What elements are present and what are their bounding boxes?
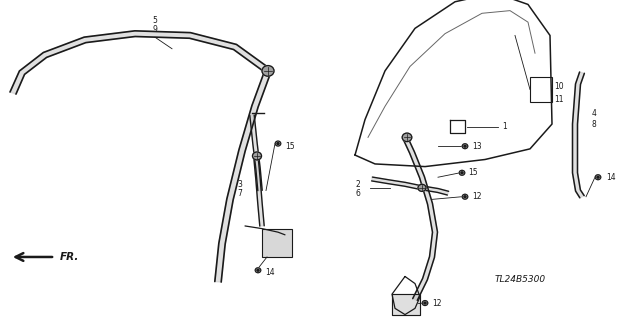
- Circle shape: [402, 133, 412, 142]
- Circle shape: [424, 302, 426, 304]
- Polygon shape: [573, 72, 584, 198]
- Circle shape: [253, 152, 262, 160]
- Circle shape: [595, 175, 601, 180]
- Circle shape: [255, 268, 261, 273]
- Bar: [262, 229, 292, 257]
- Circle shape: [464, 145, 466, 147]
- Circle shape: [262, 66, 274, 76]
- Circle shape: [462, 144, 468, 149]
- Circle shape: [277, 143, 279, 145]
- Text: 9: 9: [152, 25, 157, 34]
- Text: 6: 6: [355, 189, 360, 198]
- Polygon shape: [250, 115, 262, 191]
- Text: 11: 11: [554, 95, 563, 104]
- Circle shape: [275, 141, 281, 146]
- Text: 14: 14: [606, 173, 616, 182]
- Text: 7: 7: [237, 189, 242, 198]
- Circle shape: [461, 172, 463, 174]
- Text: 15: 15: [468, 168, 477, 177]
- Text: 13: 13: [472, 142, 482, 151]
- Text: 14: 14: [265, 268, 275, 278]
- Polygon shape: [392, 294, 420, 315]
- Text: 15: 15: [285, 142, 294, 151]
- Polygon shape: [254, 158, 264, 226]
- Polygon shape: [372, 177, 449, 195]
- Polygon shape: [403, 137, 438, 300]
- Text: 5: 5: [152, 16, 157, 25]
- Bar: [530, 77, 552, 102]
- Text: TL24B5300: TL24B5300: [495, 275, 546, 284]
- Text: 1: 1: [502, 122, 507, 131]
- Text: FR.: FR.: [60, 252, 79, 262]
- Text: 3: 3: [237, 180, 242, 189]
- Circle shape: [462, 194, 468, 199]
- Circle shape: [257, 269, 259, 271]
- Text: 8: 8: [592, 120, 596, 129]
- Text: 12: 12: [432, 299, 442, 308]
- Text: 2: 2: [355, 180, 360, 189]
- Polygon shape: [10, 31, 270, 94]
- Text: 10: 10: [554, 82, 564, 91]
- Circle shape: [418, 184, 426, 191]
- Circle shape: [464, 196, 466, 198]
- Text: 12: 12: [472, 192, 481, 201]
- Circle shape: [597, 176, 599, 178]
- Circle shape: [460, 170, 465, 175]
- Polygon shape: [215, 70, 271, 282]
- Text: 4: 4: [592, 109, 597, 118]
- Circle shape: [422, 300, 428, 306]
